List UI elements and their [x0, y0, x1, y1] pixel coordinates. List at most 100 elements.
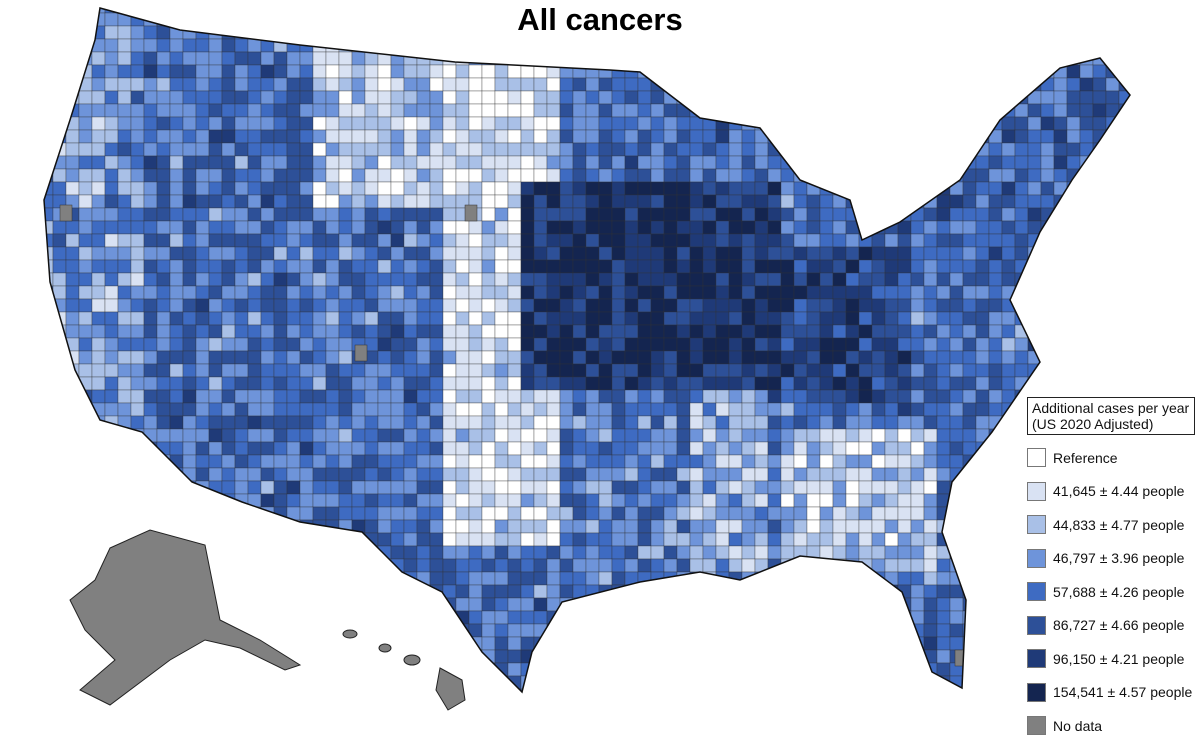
county: [117, 233, 132, 248]
county: [676, 129, 691, 144]
county: [287, 702, 300, 715]
county: [44, 519, 54, 534]
legend: Additional cases per year (US 2020 Adjus…: [1027, 397, 1199, 743]
county: [715, 38, 730, 53]
county: [481, 207, 496, 222]
county: [845, 636, 860, 651]
county: [598, 675, 613, 690]
county: [351, 649, 366, 664]
county: [546, 272, 561, 287]
county: [390, 441, 405, 456]
county: [78, 220, 93, 235]
county: [1118, 103, 1130, 118]
county: [637, 298, 652, 313]
county: [312, 636, 327, 651]
county: [806, 467, 821, 482]
county: [716, 702, 729, 715]
county: [260, 389, 275, 404]
legend-label: 154,541 ± 4.57 people: [1053, 684, 1193, 701]
county: [1040, 142, 1055, 157]
county: [130, 155, 145, 170]
county: [624, 441, 639, 456]
county: [715, 272, 730, 287]
county: [156, 38, 171, 53]
county: [52, 389, 67, 404]
legend-label: Reference: [1053, 449, 1118, 466]
county: [858, 38, 873, 53]
county: [754, 259, 769, 274]
county: [182, 220, 197, 235]
county: [468, 337, 483, 352]
county: [351, 597, 366, 612]
county: [390, 415, 405, 430]
county: [52, 610, 67, 625]
county: [832, 623, 847, 638]
county: [689, 38, 704, 53]
county: [351, 272, 366, 287]
county: [1079, 246, 1094, 261]
county: [819, 168, 834, 183]
county: [793, 233, 808, 248]
county: [442, 90, 457, 105]
county: [819, 363, 834, 378]
county: [923, 597, 938, 612]
county: [325, 402, 340, 417]
county: [572, 38, 587, 53]
county: [338, 428, 353, 443]
county: [1132, 273, 1145, 286]
county: [338, 649, 353, 664]
county: [1014, 233, 1029, 248]
county: [598, 376, 613, 391]
county: [988, 519, 1003, 534]
county: [468, 376, 483, 391]
county: [520, 506, 535, 521]
county: [871, 246, 886, 261]
county: [988, 610, 1003, 625]
county: [143, 402, 158, 417]
county: [351, 155, 366, 170]
county: [494, 467, 509, 482]
county: [325, 285, 340, 300]
county: [104, 480, 119, 495]
county: [494, 506, 509, 521]
county: [195, 259, 210, 274]
county: [325, 51, 340, 66]
county: [586, 702, 599, 715]
county: [975, 337, 990, 352]
county: [806, 155, 821, 170]
county: [962, 168, 977, 183]
county: [507, 441, 522, 456]
county: [728, 129, 743, 144]
county: [403, 636, 418, 651]
county: [533, 272, 548, 287]
county: [416, 623, 431, 638]
county: [637, 493, 652, 508]
county: [468, 597, 483, 612]
county: [988, 168, 1003, 183]
county: [819, 337, 834, 352]
county: [299, 623, 314, 638]
county: [858, 376, 873, 391]
county: [1014, 181, 1029, 196]
county: [975, 571, 990, 586]
county: [676, 246, 691, 261]
county: [169, 51, 184, 66]
county: [338, 298, 353, 313]
county: [208, 675, 223, 690]
county: [559, 246, 574, 261]
county: [624, 142, 639, 157]
county: [884, 506, 899, 521]
county: [845, 285, 860, 300]
county: [949, 688, 964, 692]
county: [507, 77, 522, 92]
county: [1053, 298, 1068, 313]
county: [923, 311, 938, 326]
county: [416, 350, 431, 365]
county: [260, 480, 275, 495]
county: [676, 675, 691, 690]
county: [559, 194, 574, 209]
county: [1092, 142, 1107, 157]
county: [143, 324, 158, 339]
county: [78, 649, 93, 664]
county: [455, 116, 470, 131]
